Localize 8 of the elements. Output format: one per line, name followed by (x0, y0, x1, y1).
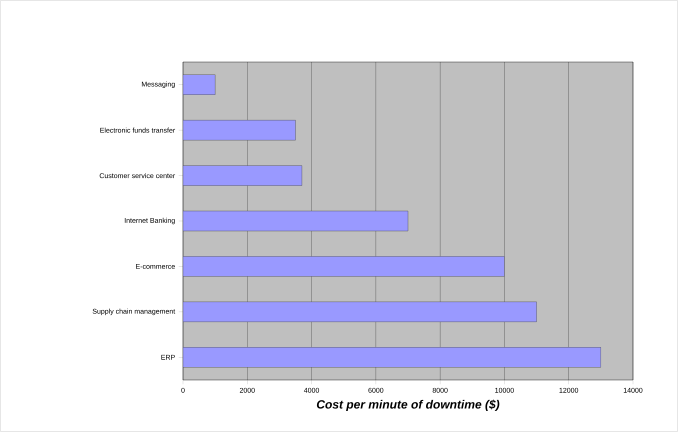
x-axis-title: Cost per minute of downtime ($) (316, 400, 500, 412)
bar (183, 165, 302, 186)
bar (183, 347, 602, 368)
bar (183, 120, 296, 140)
bar (183, 302, 537, 322)
bar (183, 210, 408, 232)
bar (183, 74, 216, 95)
bar (183, 256, 505, 277)
